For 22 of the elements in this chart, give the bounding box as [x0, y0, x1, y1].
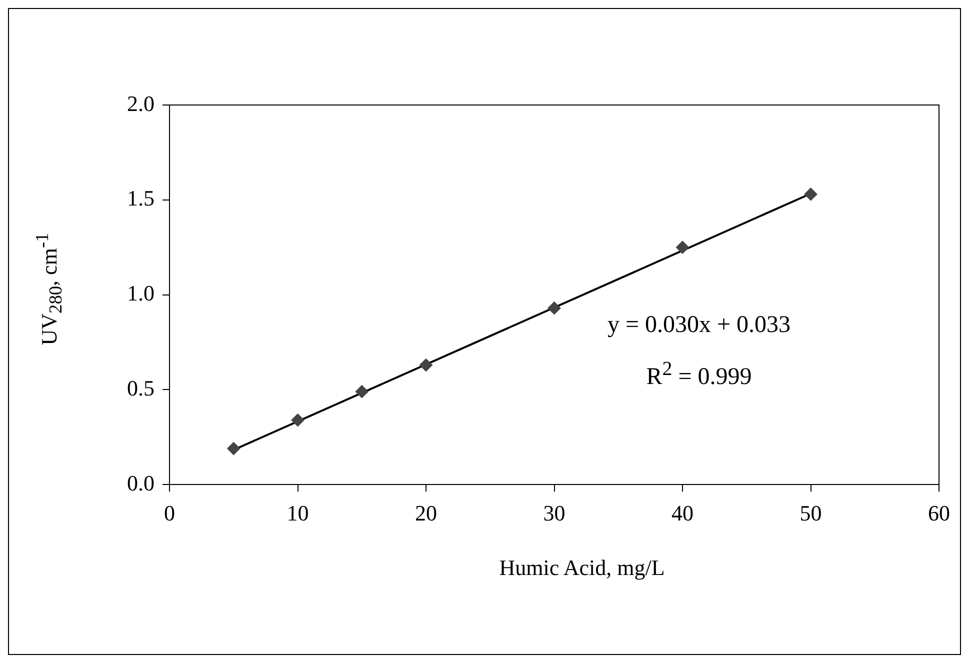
point [227, 442, 240, 456]
point [420, 358, 432, 372]
y-tick-label: 1.5 [127, 186, 154, 211]
x-tick-label: 20 [415, 500, 437, 526]
annotation: R$^{2}$ = 0.999 [645, 357, 753, 392]
y-tick-label: 0.5 [127, 375, 154, 400]
point [804, 188, 818, 201]
x-tick-label: 0 [164, 500, 175, 526]
x-tick-label: 30 [543, 500, 566, 526]
y-tick-label: 0.0 [127, 470, 154, 496]
point [291, 414, 304, 427]
y-tick-label: 2.0 [127, 90, 154, 116]
point [355, 385, 368, 398]
x-axis-title: Humic Acid, mg/L [498, 555, 666, 580]
point [676, 240, 689, 254]
point [548, 302, 561, 315]
x-tick-label: 60 [928, 500, 950, 526]
x-tick-label: 10 [286, 500, 309, 526]
x-tick-label: 50 [800, 500, 822, 526]
annotation: y = 0.030x + 0.033 [606, 311, 792, 340]
y-tick-label: 1.0 [127, 280, 154, 306]
x-tick-label: 40 [672, 500, 694, 526]
